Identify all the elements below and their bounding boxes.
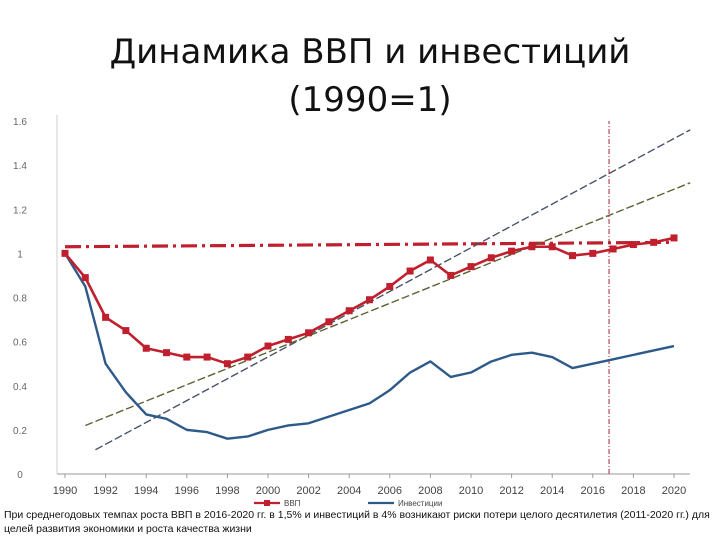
chart-series [61, 234, 678, 440]
gdp-data-point [183, 353, 191, 361]
x-tick-label: 1994 [134, 485, 158, 497]
gdp-data-point [487, 254, 495, 262]
gdp-data-point [102, 313, 110, 321]
x-tick-label: 2012 [499, 485, 523, 497]
y-tick-label: 1 [17, 249, 23, 260]
x-tick-label: 2000 [256, 485, 280, 497]
gdp-legend-marker [264, 500, 270, 506]
gdp-data-point [609, 245, 617, 253]
gdp-data-point [447, 271, 455, 279]
gdp-data-point [650, 238, 658, 246]
gdp-data-point [629, 241, 637, 249]
investment-series-line [63, 252, 675, 440]
gdp-data-point [305, 329, 313, 337]
x-tick-label: 1990 [53, 485, 77, 497]
gdp-data-point [61, 249, 69, 257]
gdp-data-point [528, 243, 536, 251]
chart-legend: ВВП Инвестиции [254, 499, 442, 508]
x-tick-label: 1992 [93, 485, 117, 497]
y-tick-label: 0.8 [13, 294, 27, 305]
y-tick-label: 0.6 [13, 338, 27, 349]
gdp-data-point [284, 335, 292, 343]
gdp-data-point [345, 307, 353, 315]
x-tick-label: 2020 [662, 485, 686, 497]
chart-caption: При среднегодовых темпах роста ВВП в 201… [4, 509, 710, 535]
chart-axes: 0 0.2 0.4 0.6 0.8 1 1.2 1.4 1.6 1990 1992 1994 1996 1… [13, 115, 690, 497]
x-tick-label: 2006 [378, 485, 402, 497]
gdp-data-point [244, 353, 252, 361]
gdp-data-point [548, 243, 556, 251]
gdp-legend-label: ВВП [284, 499, 301, 508]
y-tick-label: 0.4 [13, 382, 27, 393]
gdp-data-point [81, 274, 89, 282]
y-tick-label: 1.4 [13, 161, 27, 172]
y-tick-label: 1.2 [13, 205, 27, 216]
reference-lines [64, 121, 691, 474]
gdp-data-point [366, 296, 373, 304]
x-tick-label: 2010 [459, 485, 483, 497]
x-tick-label: 1998 [215, 485, 239, 497]
investment-legend-label: Инвестиции [398, 499, 442, 508]
gdp-data-point [203, 353, 211, 361]
gdp-data-point [467, 263, 475, 271]
gdp-data-point [163, 349, 170, 357]
gdp-data-point [142, 344, 150, 352]
gdp-data-point [406, 267, 414, 275]
gdp-data-point [569, 252, 576, 260]
x-tick-label: 2018 [621, 485, 645, 497]
gdp-data-point [426, 256, 434, 264]
y-tick-label: 1.6 [13, 117, 27, 128]
gdp-data-point [122, 327, 130, 335]
x-tick-label: 2014 [540, 485, 564, 497]
gdp-1990-level-line [64, 240, 675, 249]
gdp-data-point [670, 234, 678, 242]
gdp-data-point [325, 318, 333, 326]
gdp-data-point [223, 360, 231, 368]
gdp-data-point [386, 282, 394, 290]
x-tick-label: 2002 [296, 485, 320, 497]
x-tick-label: 2004 [337, 485, 361, 497]
gdp-trend-line [85, 182, 691, 427]
gdp-data-point [589, 249, 597, 257]
y-tick-label: 0.2 [13, 426, 27, 437]
gdp-data-point [264, 342, 272, 350]
chart-title: Динамика ВВП и инвестиций (1990=1) [109, 32, 631, 120]
x-tick-label: 1996 [175, 485, 199, 497]
y-tick-label: 0 [17, 470, 23, 481]
x-tick-label: 2008 [418, 485, 442, 497]
x-tick-label: 2016 [581, 485, 605, 497]
gdp-data-point [508, 247, 516, 255]
